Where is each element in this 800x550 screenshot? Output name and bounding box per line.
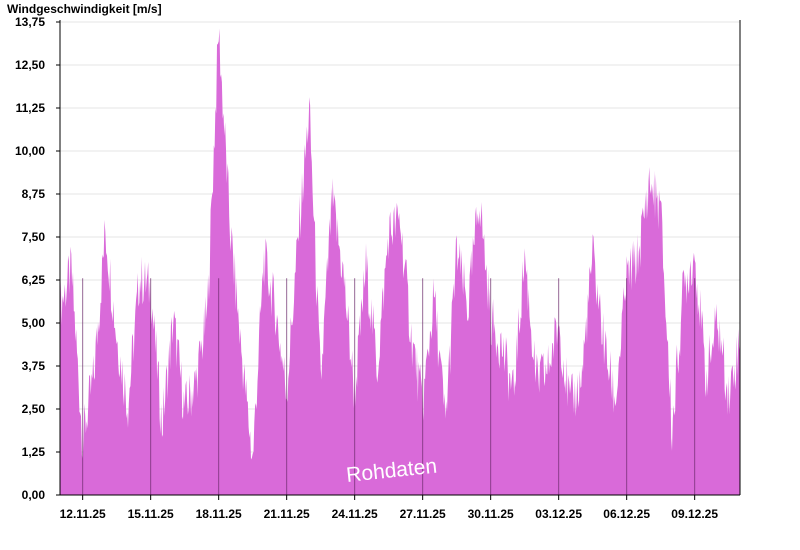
date-separator-lines — [82, 278, 696, 495]
x-tick-label: 06.12.25 — [603, 507, 650, 521]
y-tick-label: 1,25 — [22, 445, 46, 459]
x-tick-label: 27.11.25 — [400, 507, 446, 521]
x-tick-labels: 12.11.25 15.11.25 18.11.25 21.11.25 24.11.25… — [60, 507, 719, 521]
axes — [56, 20, 741, 500]
wind-speed-area — [60, 28, 740, 495]
x-tick-label: 09.12.25 — [671, 507, 718, 521]
y-tick-label: 0,00 — [22, 488, 46, 502]
x-tick-label: 18.11.25 — [196, 507, 242, 521]
y-tick-label: 7,50 — [22, 230, 46, 244]
x-tick-label: 21.11.25 — [264, 507, 310, 521]
y-tick-label: 3,75 — [22, 359, 46, 373]
y-tick-label: 12,50 — [15, 58, 45, 72]
y-tick-label: 8,75 — [22, 187, 46, 201]
x-tick-label: 24.11.25 — [332, 507, 378, 521]
chart-title: Windgeschwindigkeit [m/s] — [7, 2, 162, 16]
x-tick-label: 15.11.25 — [128, 507, 174, 521]
y-tick-label: 11,25 — [16, 101, 46, 115]
y-tick-labels: 0,00 1,25 2,50 3,75 5,00 6,25 7,50 8,75 10,00 11,… — [15, 15, 45, 502]
y-tick-label: 5,00 — [22, 316, 46, 330]
x-tick-label: 12.11.25 — [60, 507, 106, 521]
x-tick-label: 30.11.25 — [468, 507, 514, 521]
y-tick-label: 13,75 — [15, 15, 45, 29]
y-tick-label: 2,50 — [22, 402, 46, 416]
x-tick-label: 03.12.25 — [535, 507, 582, 521]
y-tick-label: 6,25 — [22, 273, 46, 287]
y-tick-label: 10,00 — [15, 144, 45, 158]
